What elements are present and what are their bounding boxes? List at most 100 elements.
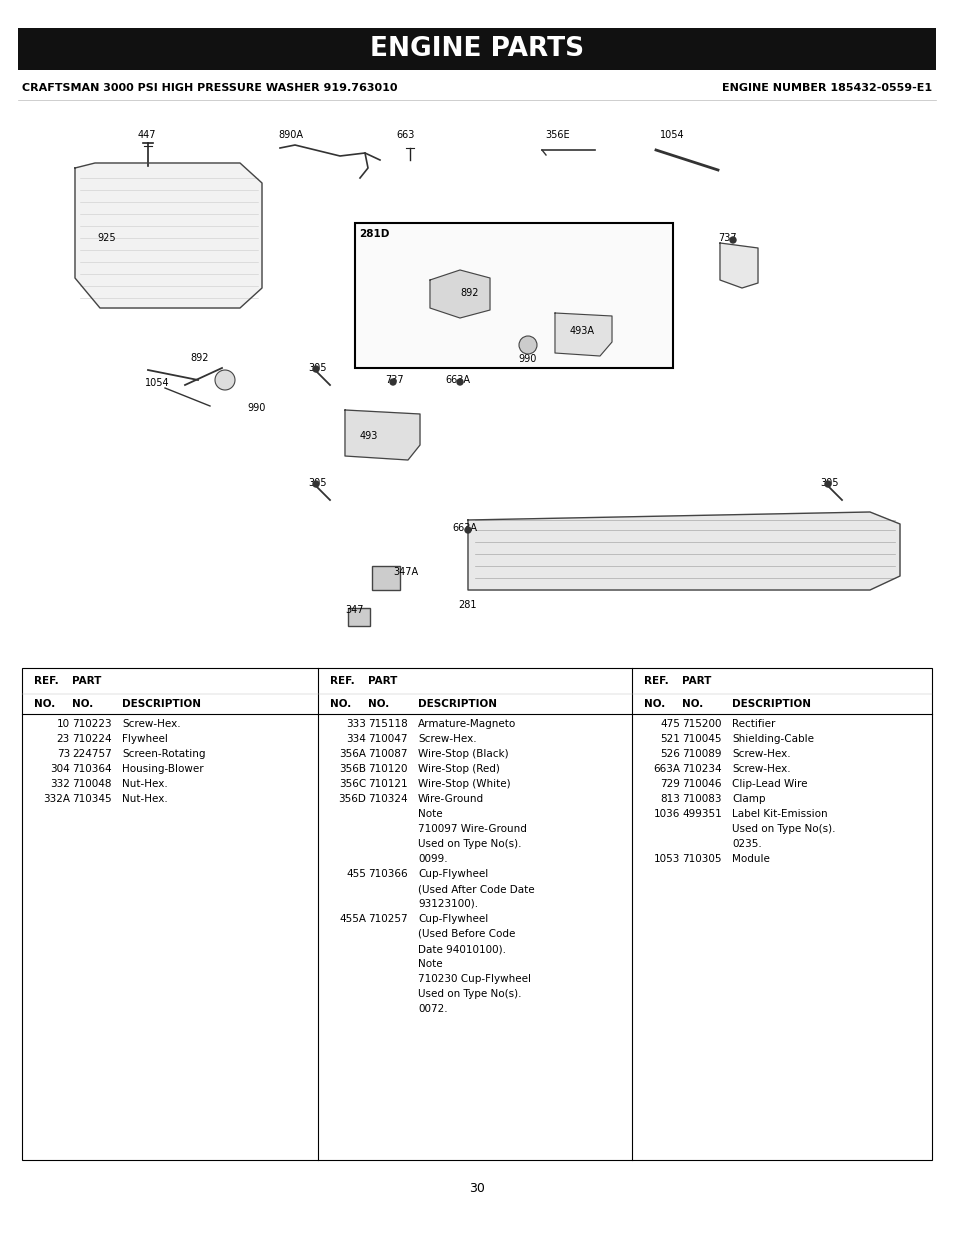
Text: 710089: 710089 xyxy=(681,749,720,759)
Text: 356C: 356C xyxy=(338,779,366,789)
Polygon shape xyxy=(720,243,758,288)
Text: 493: 493 xyxy=(359,431,378,441)
Circle shape xyxy=(729,236,735,243)
Text: Cup-Flywheel: Cup-Flywheel xyxy=(417,914,488,924)
Text: 710087: 710087 xyxy=(368,749,407,759)
Text: 990: 990 xyxy=(518,354,537,364)
Text: Clip-Lead Wire: Clip-Lead Wire xyxy=(731,779,806,789)
Text: PART: PART xyxy=(71,676,101,686)
Text: Wire-Ground: Wire-Ground xyxy=(417,794,483,803)
Text: 710045: 710045 xyxy=(681,734,720,744)
Text: 356B: 356B xyxy=(338,764,366,774)
Text: Nut-Hex.: Nut-Hex. xyxy=(122,779,168,789)
Text: 663A: 663A xyxy=(652,764,679,774)
Text: Armature-Magneto: Armature-Magneto xyxy=(417,719,516,729)
Text: NO.: NO. xyxy=(34,699,55,709)
Text: 23: 23 xyxy=(56,734,70,744)
Text: Note: Note xyxy=(417,959,442,969)
Bar xyxy=(355,223,672,368)
Text: 710097 Wire-Ground: 710097 Wire-Ground xyxy=(417,825,526,834)
Text: 715200: 715200 xyxy=(681,719,720,729)
Circle shape xyxy=(518,335,537,354)
Text: 710083: 710083 xyxy=(681,794,720,803)
Text: 281D: 281D xyxy=(358,229,389,239)
Text: 0099.: 0099. xyxy=(417,854,447,864)
Text: 493A: 493A xyxy=(569,326,595,335)
Text: 813: 813 xyxy=(659,794,679,803)
Circle shape xyxy=(313,366,318,371)
Polygon shape xyxy=(75,163,262,308)
Text: 521: 521 xyxy=(659,734,679,744)
Text: 737: 737 xyxy=(385,375,403,385)
Text: 892: 892 xyxy=(190,353,209,363)
Text: Module: Module xyxy=(731,854,769,864)
Text: 1053: 1053 xyxy=(653,854,679,864)
Text: 737: 737 xyxy=(718,233,736,243)
Text: 663: 663 xyxy=(395,130,414,140)
Text: Housing-Blower: Housing-Blower xyxy=(122,764,203,774)
Text: 892: 892 xyxy=(460,288,478,298)
Text: Screw-Hex.: Screw-Hex. xyxy=(731,764,790,774)
Text: 281: 281 xyxy=(457,600,476,610)
Text: 729: 729 xyxy=(659,779,679,789)
Polygon shape xyxy=(345,410,419,461)
Text: 1036: 1036 xyxy=(653,808,679,820)
Text: ENGINE PARTS: ENGINE PARTS xyxy=(370,36,583,62)
Text: 710046: 710046 xyxy=(681,779,720,789)
Text: 333: 333 xyxy=(346,719,366,729)
Text: Date 94010100).: Date 94010100). xyxy=(417,945,505,954)
Polygon shape xyxy=(468,513,899,591)
Text: 347: 347 xyxy=(345,605,363,615)
Text: PART: PART xyxy=(681,676,711,686)
Text: (Used After Code Date: (Used After Code Date xyxy=(417,884,534,894)
Bar xyxy=(22,669,931,1160)
Text: Label Kit-Emission: Label Kit-Emission xyxy=(731,808,827,820)
Polygon shape xyxy=(430,270,490,318)
Text: 0072.: 0072. xyxy=(417,1004,447,1014)
Text: 710121: 710121 xyxy=(368,779,407,789)
Text: 1054: 1054 xyxy=(659,130,684,140)
Text: Screw-Hex.: Screw-Hex. xyxy=(731,749,790,759)
Text: NO.: NO. xyxy=(368,699,389,709)
Circle shape xyxy=(313,482,318,487)
Text: 305: 305 xyxy=(308,363,326,373)
Text: REF.: REF. xyxy=(643,676,668,686)
Text: 10: 10 xyxy=(57,719,70,729)
Text: 304: 304 xyxy=(51,764,70,774)
Text: 710224: 710224 xyxy=(71,734,112,744)
Text: 663A: 663A xyxy=(452,522,476,534)
Text: 447: 447 xyxy=(138,130,156,140)
Text: 710120: 710120 xyxy=(368,764,407,774)
Text: 305: 305 xyxy=(820,478,838,488)
Text: Cup-Flywheel: Cup-Flywheel xyxy=(417,869,488,879)
Text: CRAFTSMAN 3000 PSI HIGH PRESSURE WASHER 919.763010: CRAFTSMAN 3000 PSI HIGH PRESSURE WASHER … xyxy=(22,83,397,93)
Bar xyxy=(372,566,399,591)
Polygon shape xyxy=(555,313,612,357)
Text: 475: 475 xyxy=(659,719,679,729)
Text: Clamp: Clamp xyxy=(731,794,764,803)
Text: 715118: 715118 xyxy=(368,719,407,729)
Text: 93123100).: 93123100). xyxy=(417,899,477,909)
Text: 710324: 710324 xyxy=(368,794,407,803)
Text: 710366: 710366 xyxy=(368,869,407,879)
Text: Used on Type No(s).: Used on Type No(s). xyxy=(731,825,835,834)
Text: Wire-Stop (Black): Wire-Stop (Black) xyxy=(417,749,508,759)
Text: 356E: 356E xyxy=(544,130,569,140)
Text: 710364: 710364 xyxy=(71,764,112,774)
Text: Note: Note xyxy=(417,808,442,820)
Text: 455A: 455A xyxy=(338,914,366,924)
Text: 710305: 710305 xyxy=(681,854,720,864)
Text: Screw-Hex.: Screw-Hex. xyxy=(122,719,180,729)
Text: Wire-Stop (White): Wire-Stop (White) xyxy=(417,779,510,789)
Text: 347A: 347A xyxy=(393,567,417,577)
Text: 30: 30 xyxy=(469,1181,484,1195)
Text: Used on Type No(s).: Used on Type No(s). xyxy=(417,989,521,999)
Text: 663A: 663A xyxy=(444,375,470,385)
Text: 332: 332 xyxy=(51,779,70,789)
Text: 455: 455 xyxy=(346,869,366,879)
Circle shape xyxy=(390,379,395,385)
Text: DESCRIPTION: DESCRIPTION xyxy=(122,699,201,709)
Text: 710230 Cup-Flywheel: 710230 Cup-Flywheel xyxy=(417,974,531,984)
Text: Screw-Hex.: Screw-Hex. xyxy=(417,734,476,744)
Text: 334: 334 xyxy=(346,734,366,744)
